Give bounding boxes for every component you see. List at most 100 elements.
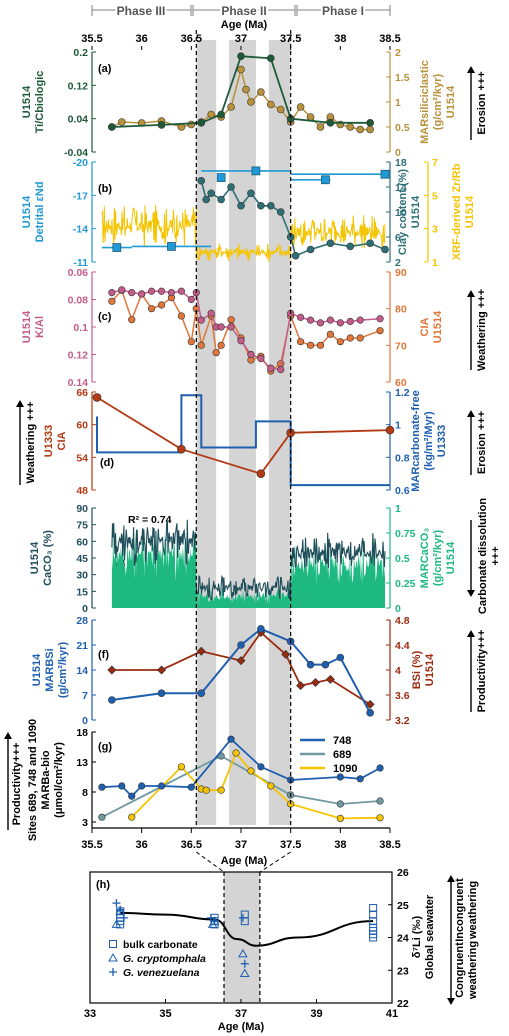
cia-u1514-point <box>316 341 325 349</box>
h-right-tick-label: 22 <box>397 998 409 1010</box>
k-al-point <box>257 355 265 363</box>
top-tick-label: 36.5 <box>181 33 202 45</box>
bsi-point <box>325 674 335 684</box>
mar-ba-bio-748-point <box>376 764 384 772</box>
cia-u1514-point <box>227 316 235 324</box>
cia-u1333-point <box>385 425 395 435</box>
panel-d-left-label: U1333CIA <box>43 425 68 457</box>
panel-e-right-label-line: MARCaCO₃ <box>419 528 431 589</box>
zoom-connector <box>196 851 225 873</box>
panel-d-left-label-line: U1333 <box>43 425 55 457</box>
h-shade-band <box>224 872 260 1003</box>
right2-tick-label: 5 <box>432 190 438 202</box>
panel-a-left-label-line: Ti/Cbiologic <box>34 71 46 134</box>
left-tick-label: -0.04 <box>64 147 88 159</box>
h-bottom-tick-label: 41 <box>386 1008 398 1020</box>
panel-f-left-label-line: (g/cm²/kyr) <box>57 642 69 699</box>
right2-tick-label: 1 <box>432 257 438 269</box>
panel-f-left-label: U1514MARBSi(g/cm²/kyr) <box>31 642 69 699</box>
panel-label: (h) <box>96 879 110 891</box>
cia-u1514-point <box>356 334 364 342</box>
mar-bsi-point <box>237 641 245 649</box>
left-tick-label: 0.2 <box>73 47 88 59</box>
clay-content-line <box>200 180 386 257</box>
legend-square <box>109 940 117 948</box>
mar-bsi-point <box>257 625 265 633</box>
right-tick-label: 4 <box>395 665 401 677</box>
legend-triangle <box>108 952 118 962</box>
panel-c-right-label-line: CIA <box>419 317 431 336</box>
bottom-tick-label: 38 <box>334 839 346 851</box>
panel-c-left-label-line: U1514 <box>21 310 33 343</box>
phase-shading <box>196 40 291 825</box>
k-al-point <box>346 317 354 326</box>
left-tick-label: 48 <box>76 485 88 497</box>
panel-a-arrow-head <box>467 66 475 73</box>
shade-band <box>229 40 256 825</box>
k-al-point <box>217 323 225 331</box>
phase-1-label: Phase I <box>322 4 364 18</box>
right-tick-label: 1.2 <box>395 387 410 399</box>
right2-tick-label: 3 <box>432 224 438 236</box>
left-tick-label: 30 <box>76 570 88 582</box>
panel-e-left-label-line: CaCO₃ (%) <box>42 530 54 586</box>
panel-d-right-label: MARcarbonate-free(kg/m²/Myr)U1333 <box>410 390 448 491</box>
mar-siliciclastic-point <box>257 88 265 96</box>
left-tick-label: 0.12 <box>68 350 89 362</box>
left-tick-label: 0.06 <box>68 267 89 279</box>
right-tick-label: 1 <box>395 420 401 432</box>
panel-d-right-label-line: U1333 <box>436 425 448 457</box>
bsi-point <box>107 665 117 675</box>
legend-label: 1090 <box>333 763 357 775</box>
zr-rb-line <box>290 215 386 248</box>
phase-brackets <box>91 5 391 16</box>
bsi-point <box>157 665 167 675</box>
right-tick-label: 4.4 <box>395 640 410 652</box>
panel-e-arrow-head <box>467 590 475 597</box>
clay-content-point <box>291 251 300 260</box>
h-arrow-up-head <box>447 875 455 882</box>
bottom-tick-label: 38.5 <box>379 839 400 851</box>
left-tick-label: -20 <box>73 157 88 169</box>
k-al-point <box>128 289 136 297</box>
shade-band <box>268 40 291 825</box>
clay-content-point <box>326 239 335 248</box>
h-bottom-tick-label: 33 <box>84 1008 96 1020</box>
cia-u1514-point <box>212 349 220 357</box>
h-bottom-tick-label: 39 <box>310 1008 322 1020</box>
right-tick-label: 0.25 <box>395 578 416 590</box>
clay-content-point <box>381 245 389 254</box>
bsi-line <box>111 631 371 706</box>
right-tick-label: 3.6 <box>395 690 410 702</box>
end-point <box>216 173 226 182</box>
mar-siliciclastic-point <box>187 120 196 129</box>
right-tick-label: 60 <box>395 377 407 389</box>
right-tick-label: 3.2 <box>395 715 410 727</box>
legend-label: bulk carbonate <box>123 939 198 951</box>
panel-a-right-label: MARsiliciclastic(g/cm²/kyr)U1514 <box>419 60 457 144</box>
bsi-point <box>296 681 306 691</box>
panel-b-left-label-line: Detrital εNd <box>34 182 46 243</box>
r-squared-annotation: R² = 0.74 <box>128 514 172 526</box>
panel-label: (a) <box>98 63 112 75</box>
left-tick-label: 0.14 <box>68 377 89 389</box>
panel-label: (b) <box>98 183 112 195</box>
cia-u1514-point <box>376 327 384 335</box>
cia-u1514-point <box>326 330 335 338</box>
panel-a-right-label-line: U1514 <box>445 85 457 118</box>
panel-d-left-arrow-head <box>16 400 24 407</box>
mar-siliciclastic-point <box>306 113 315 121</box>
mar-ba-bio-748-point <box>118 782 126 790</box>
panel-f-left-label-line: U1514 <box>31 653 43 686</box>
left-tick-label: 7 <box>82 690 88 702</box>
cia-u1514-point <box>148 305 156 313</box>
left-tick-label: 0.12 <box>68 80 89 92</box>
right-tick-label: 6 <box>395 232 401 244</box>
right-tick-label: 90 <box>395 267 407 279</box>
panel-d-right-label-line: (kg/m²/Myr) <box>423 411 435 471</box>
mar-ba-bio-748-point <box>157 782 166 790</box>
panel-f-arrow-head <box>467 630 475 637</box>
